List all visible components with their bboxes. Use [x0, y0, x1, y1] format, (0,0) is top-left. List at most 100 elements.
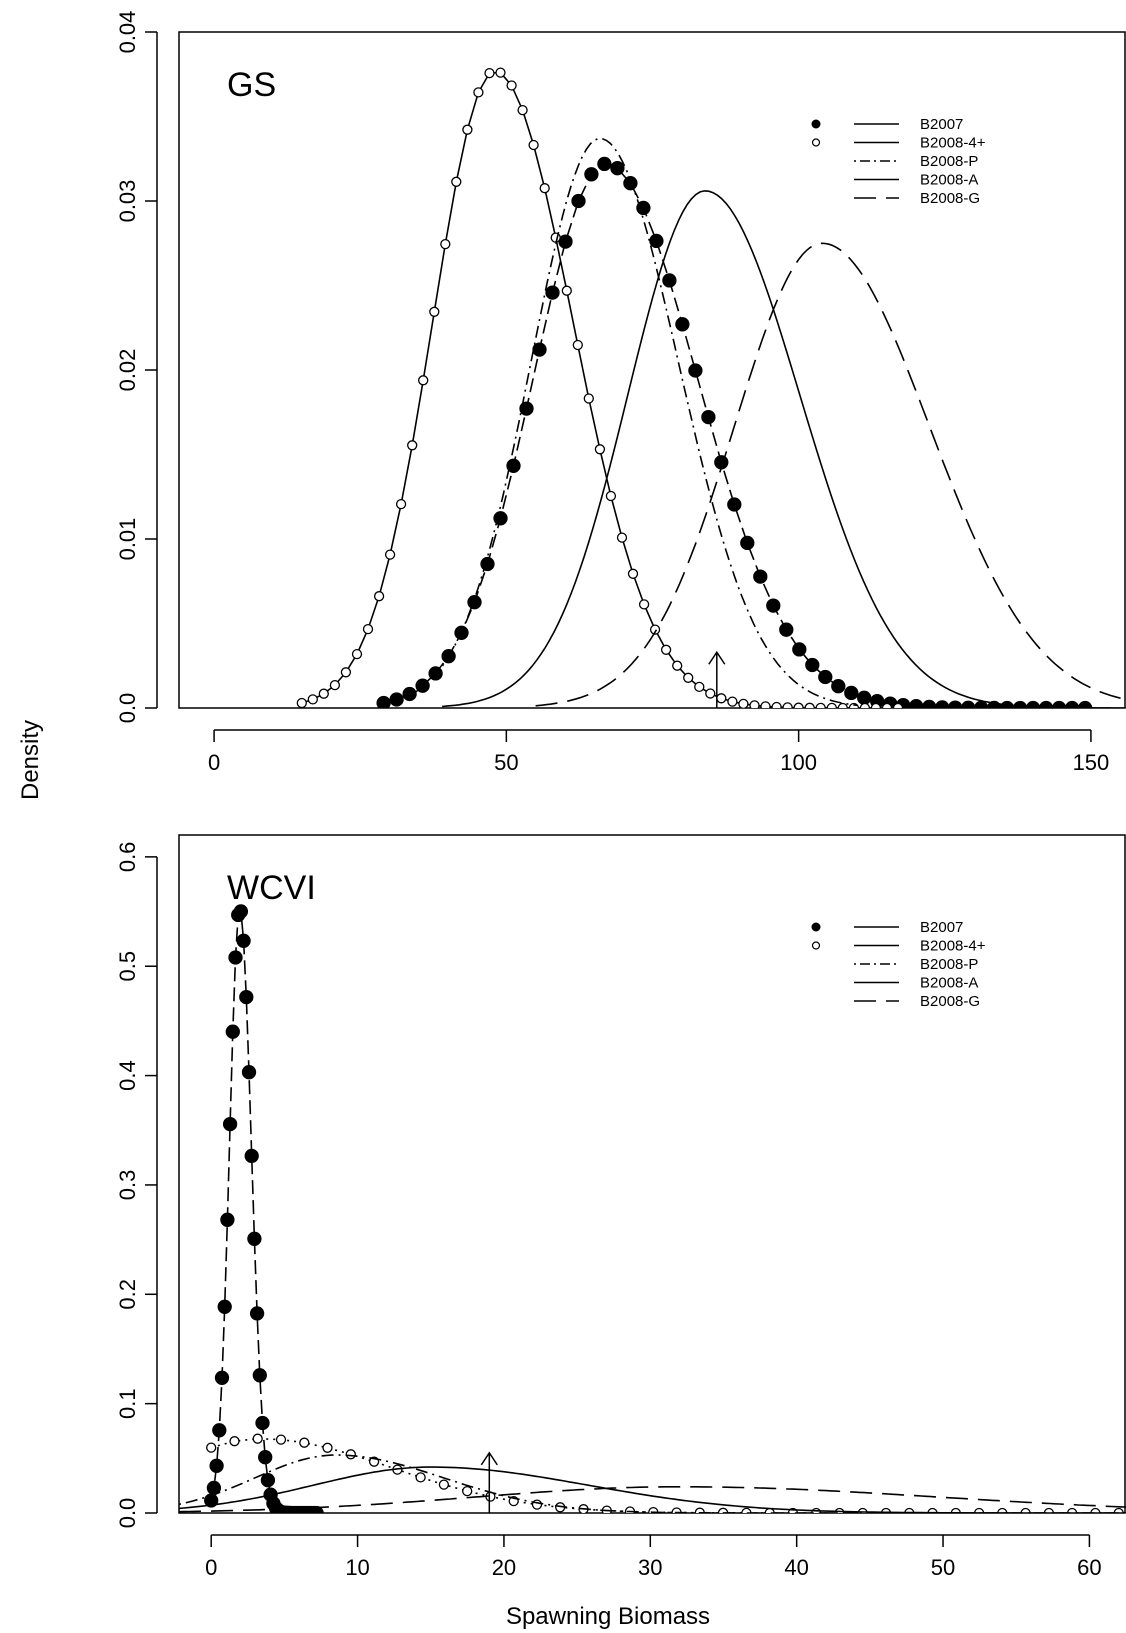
data-point-B2008-4+ — [362, 623, 374, 635]
data-point-B2007 — [244, 1148, 259, 1164]
legend-marker — [811, 119, 821, 129]
series-line-B2008-P — [383, 137, 858, 707]
data-point-B2008-4+ — [793, 702, 804, 708]
data-point-B2007 — [701, 409, 716, 425]
arrow-head — [480, 1451, 498, 1466]
data-point-B2007 — [831, 679, 846, 694]
y-tick-label: 0.1 — [115, 1388, 140, 1419]
data-point-B2007 — [1077, 700, 1093, 708]
data-point-B2007 — [948, 700, 963, 708]
data-point-B2008-4+ — [506, 80, 517, 91]
data-point-B2008-4+ — [627, 568, 639, 579]
data-point-B2008-4+ — [528, 139, 539, 151]
data-point-B2007 — [239, 989, 254, 1005]
data-point-B2007 — [236, 933, 251, 948]
data-point-B2008-4+ — [296, 697, 307, 708]
data-point-B2007 — [727, 497, 742, 512]
panel-wcvi: 0 10 20 30 40 50 60 0.0 0.1 0.2 0.3 0.4 0.5 0.6 WCVI B2… — [115, 834, 1126, 1580]
data-point-B2008-4+ — [1020, 1507, 1031, 1513]
legend-label: B2008-G — [920, 190, 980, 207]
data-point-B2008-4+ — [550, 232, 561, 243]
data-point-B2007 — [225, 1024, 240, 1039]
data-point-B2007 — [258, 1450, 273, 1465]
x-axis-label: Spawning Biomass — [506, 1603, 710, 1630]
data-point-B2007 — [571, 193, 586, 209]
data-point-B2008-4+ — [892, 702, 904, 708]
data-point-B2007 — [675, 317, 690, 332]
data-point-B2007 — [480, 556, 495, 572]
data-point-B2008-4+ — [418, 375, 429, 386]
data-point-B2008-4+ — [927, 1507, 938, 1513]
x-tick-label: 50 — [494, 750, 518, 775]
data-point-B2008-4+ — [462, 1485, 473, 1497]
x-tick-label: 60 — [1077, 1555, 1101, 1580]
data-point-B2007 — [558, 234, 573, 249]
legend-marker — [811, 922, 821, 932]
data-point-B2008-4+ — [322, 1442, 333, 1453]
y-tick-label: 0.3 — [115, 1170, 140, 1201]
data-point-B2007 — [636, 200, 651, 216]
data-point-B2008-4+ — [870, 702, 882, 708]
data-point-B2007 — [389, 692, 404, 707]
x-tick-label: 20 — [492, 1555, 516, 1580]
data-point-B2007 — [649, 233, 664, 249]
data-point-B2007 — [532, 342, 547, 357]
data-point-B2007 — [805, 657, 820, 673]
data-point-B2008-4+ — [206, 1442, 217, 1453]
plot-frame — [178, 31, 1126, 709]
data-point-B2008-4+ — [826, 702, 837, 708]
data-point-B2008-4+ — [638, 599, 650, 610]
data-point-B2008-4+ — [440, 238, 451, 250]
data-point-B2008-4+ — [1090, 1507, 1101, 1513]
data-point-B2007 — [922, 699, 937, 708]
series-line-B2007 — [210, 909, 317, 1513]
legend-label: B2008-4+ — [920, 938, 986, 955]
data-point-B2008-4+ — [804, 702, 815, 708]
data-point-B2008-4+ — [561, 285, 572, 296]
data-point-B2007 — [662, 273, 677, 288]
legend-label: B2008-A — [920, 975, 978, 992]
legend-label: B2008-A — [920, 172, 978, 189]
panel-gs: 0 50 100 150 0.0 0.01 0.02 0.03 0.04 GS B2007 B2008… — [115, 11, 1126, 775]
panel-label: GS — [227, 66, 276, 104]
data-point-B2008-4+ — [229, 1436, 240, 1447]
legend-marker — [811, 941, 821, 950]
data-point-B2007 — [519, 401, 534, 416]
legend-label: B2008-P — [920, 153, 978, 170]
data-point-B2008-4+ — [705, 688, 716, 699]
data-point-B2008-4+ — [517, 104, 528, 116]
data-point-B2008-4+ — [495, 67, 506, 78]
series-line-B2008-4+ — [210, 1437, 1119, 1513]
x-tick-label: 30 — [638, 1555, 662, 1580]
data-point-B2007 — [506, 458, 521, 473]
data-point-B2008-4+ — [395, 498, 407, 510]
legend-label: B2008-P — [920, 956, 978, 973]
y-tick-label: 0.4 — [115, 1060, 140, 1091]
data-point-B2008-4+ — [683, 672, 694, 683]
x-tick-label: 0 — [205, 1555, 217, 1580]
series-line-B2007 — [383, 163, 1086, 708]
data-point-B2008-4+ — [345, 1449, 356, 1460]
legend-marker — [811, 138, 821, 147]
y-tick-label: 0.0 — [115, 693, 140, 724]
data-point-B2008-4+ — [672, 660, 683, 671]
data-point-B2008-4+ — [415, 1472, 426, 1483]
data-point-B2008-4+ — [373, 591, 385, 602]
data-point-B2007 — [753, 569, 768, 584]
series-line-B2008-G — [535, 242, 1126, 707]
x-tick-label: 0 — [208, 750, 220, 775]
data-point-B2007 — [610, 161, 625, 176]
data-point-B2008-4+ — [857, 1507, 868, 1513]
data-point-B2007 — [935, 700, 950, 708]
data-point-B2008-4+ — [299, 1437, 310, 1448]
data-point-B2007 — [909, 699, 924, 708]
data-point-B2007 — [260, 1473, 276, 1488]
data-point-B2007 — [974, 700, 989, 708]
legend-label: B2007 — [920, 919, 963, 936]
data-point-B2008-4+ — [340, 667, 352, 678]
data-point-B2007 — [1025, 700, 1041, 708]
data-point-B2007 — [792, 642, 807, 657]
data-point-B2008-4+ — [760, 701, 771, 708]
data-point-B2007 — [545, 285, 560, 300]
data-point-B2007 — [209, 1458, 224, 1473]
